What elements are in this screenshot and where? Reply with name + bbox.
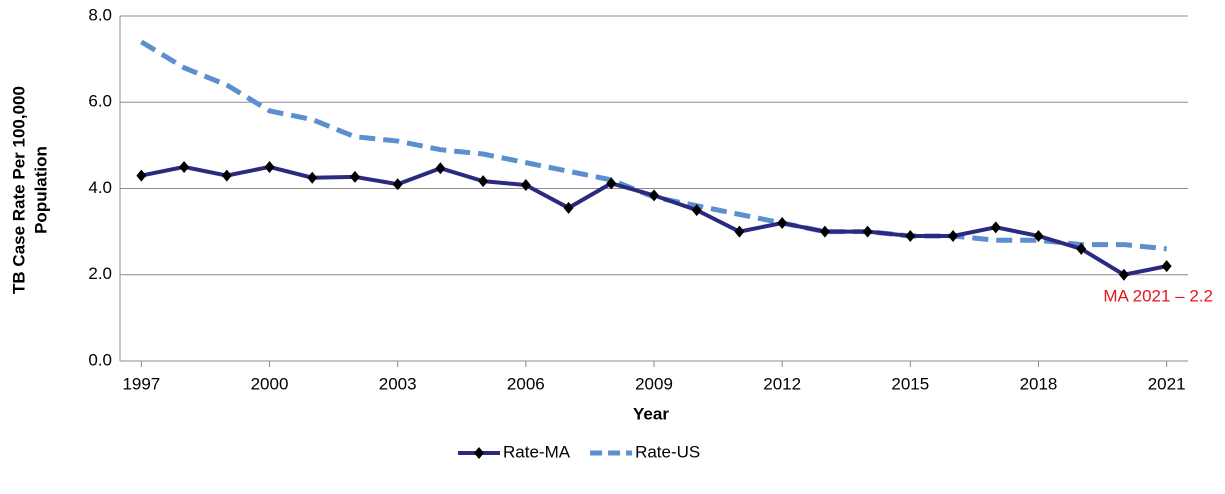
point <box>734 225 745 238</box>
point <box>777 217 788 229</box>
point <box>905 229 916 242</box>
legend-marker <box>474 447 484 459</box>
point <box>990 221 1001 234</box>
point <box>392 178 403 191</box>
point <box>307 171 318 184</box>
point <box>520 179 531 192</box>
point <box>948 229 959 242</box>
y-axis-label: TB Case Rate Per 100,000 <box>9 86 28 294</box>
point <box>1161 260 1172 273</box>
x-tick-label: 1997 <box>122 374 160 393</box>
x-axis-label: Year <box>633 404 669 423</box>
x-tick-label: 2003 <box>379 374 417 393</box>
x-tick-label: 2000 <box>251 374 289 393</box>
point <box>349 170 360 183</box>
y-tick-label: 0.0 <box>88 350 112 369</box>
legend-label: Rate-US <box>635 442 700 461</box>
x-tick-label: 2015 <box>891 374 929 393</box>
x-tick-label: 2012 <box>763 374 801 393</box>
point <box>691 204 702 217</box>
x-tick-label: 2021 <box>1148 374 1186 393</box>
y-tick-label: 2.0 <box>88 264 112 283</box>
point <box>478 175 489 188</box>
y-tick-label: 4.0 <box>88 178 112 197</box>
x-tick-label: 2018 <box>1020 374 1058 393</box>
point <box>819 225 830 238</box>
y-tick-label: 8.0 <box>88 5 112 24</box>
point <box>563 201 574 214</box>
point <box>179 160 190 173</box>
point <box>606 177 617 190</box>
point <box>1033 229 1044 242</box>
y-axis-label: Population <box>31 146 50 234</box>
point <box>1076 242 1087 255</box>
point <box>136 169 147 182</box>
legend-label: Rate-MA <box>503 442 571 461</box>
annotation: MA 2021 – 2.2 <box>1103 286 1213 305</box>
x-tick-label: 2006 <box>507 374 545 393</box>
point <box>649 189 659 202</box>
y-tick-label: 6.0 <box>88 92 112 111</box>
series-line <box>140 164 1168 277</box>
series-line <box>140 39 1167 252</box>
point <box>862 225 873 238</box>
x-tick-label: 2009 <box>635 374 673 393</box>
point <box>435 162 446 175</box>
point <box>1118 268 1129 281</box>
point <box>264 160 275 173</box>
point <box>221 169 232 182</box>
